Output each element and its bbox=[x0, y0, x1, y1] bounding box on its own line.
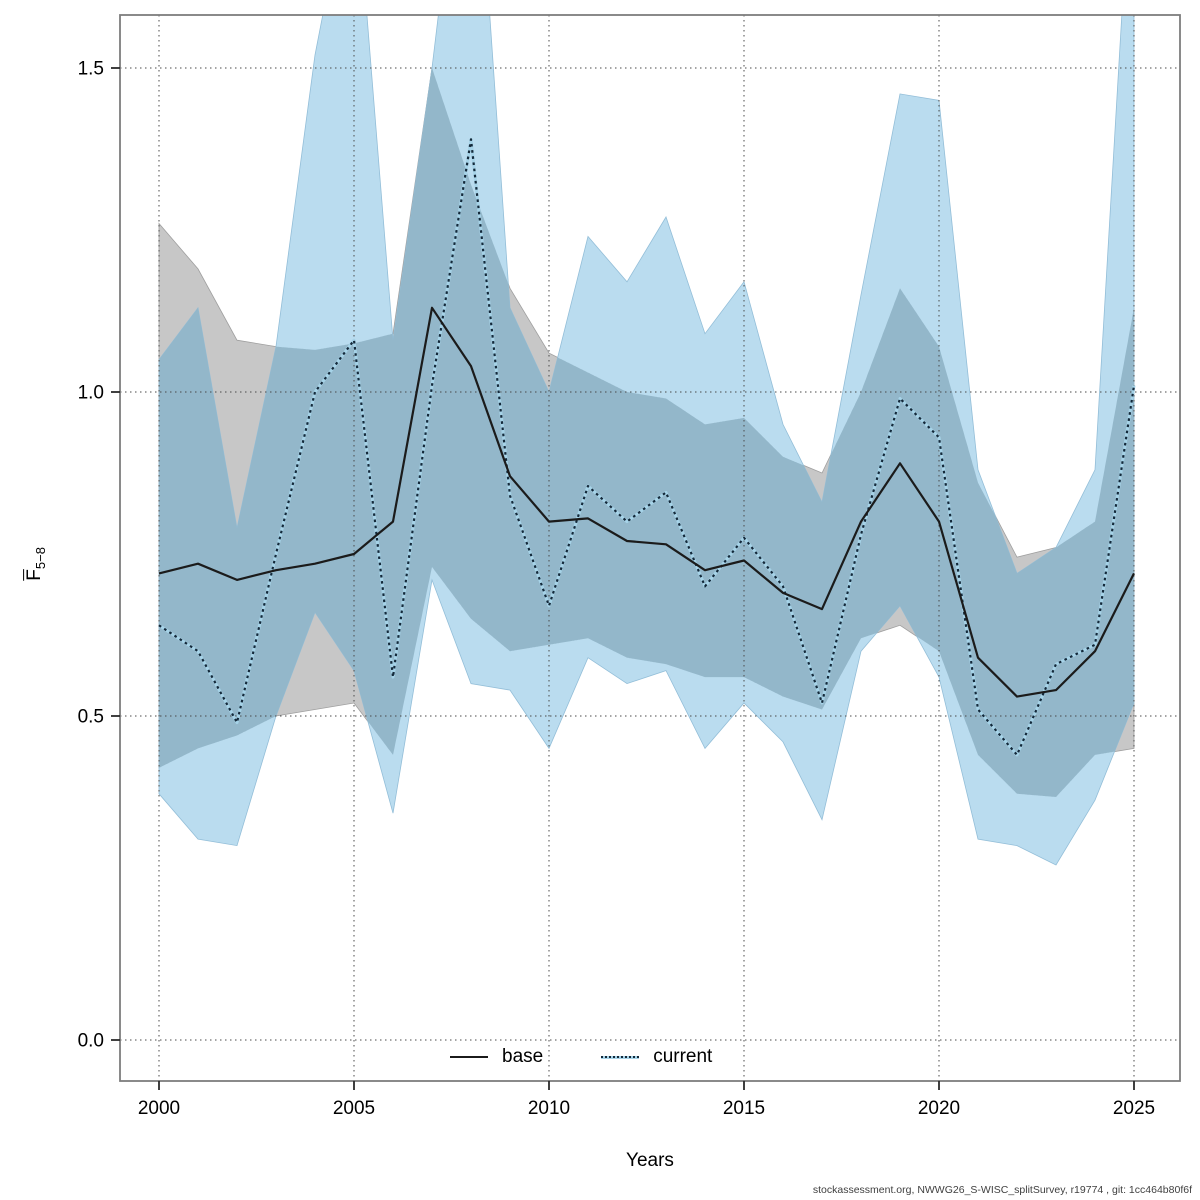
legend: base current bbox=[450, 1044, 712, 1070]
grid-layer bbox=[120, 15, 1180, 1081]
series-lines-layer bbox=[158, 137, 1136, 757]
base-line bbox=[158, 306, 1135, 698]
y-axis-tick-label: 1.0 bbox=[78, 383, 104, 404]
y-axis-title-symbol: F bbox=[24, 569, 46, 581]
legend-base-label: base bbox=[502, 1046, 544, 1067]
footer-attribution: stockassessment.org, NWWG26_S-WISC_split… bbox=[812, 1184, 1192, 1196]
y-axis-tick-label: 0.5 bbox=[78, 707, 104, 728]
current-line bbox=[158, 138, 1136, 757]
y-axis-tick-label: 1.5 bbox=[78, 59, 104, 80]
x-axis-tick-label: 2005 bbox=[333, 1098, 375, 1119]
x-axis-tick-label: 2025 bbox=[1113, 1098, 1155, 1119]
legend-base-line-sample bbox=[450, 1056, 488, 1058]
y-axis-title: F5−8 bbox=[24, 514, 48, 614]
axes-layer: 2000 2005 2010 2015 2020 2025 0.0 0.5 1.0 1.5 bbox=[78, 59, 1156, 1120]
legend-current-line-sample bbox=[601, 1055, 640, 1059]
x-axis-tick-label: 2020 bbox=[918, 1098, 960, 1119]
x-axis-tick-label: 2010 bbox=[528, 1098, 570, 1119]
x-axis-title: Years bbox=[626, 1150, 674, 1171]
plot-border bbox=[119, 14, 1181, 1082]
x-axis-tick-label: 2000 bbox=[138, 1098, 180, 1119]
y-axis-title-subscript: 5−8 bbox=[32, 547, 48, 570]
x-axis-tick-label: 2015 bbox=[723, 1098, 765, 1119]
legend-current-label: current bbox=[653, 1046, 713, 1067]
y-axis-tick-label: 0.0 bbox=[78, 1031, 104, 1052]
